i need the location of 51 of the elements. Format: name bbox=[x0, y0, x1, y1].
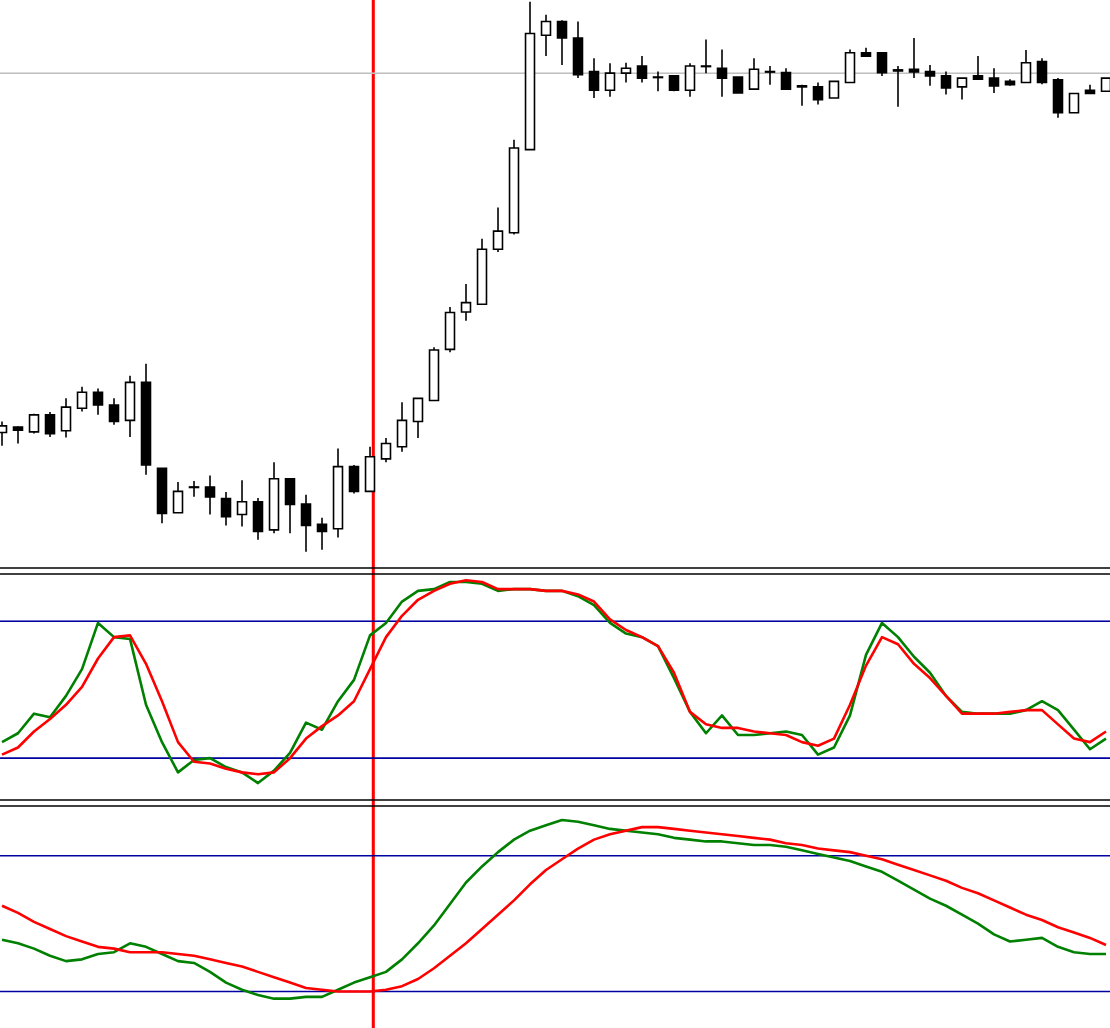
candlestick bbox=[364, 445, 376, 493]
candlestick bbox=[44, 411, 56, 438]
candlestick bbox=[220, 491, 232, 527]
candlestick bbox=[236, 479, 248, 528]
candlestick bbox=[604, 62, 616, 98]
candlestick bbox=[380, 437, 392, 463]
candlestick bbox=[940, 70, 952, 96]
candlestick bbox=[108, 397, 120, 426]
candlestick bbox=[620, 61, 632, 84]
candlestick bbox=[204, 474, 216, 516]
candlestick bbox=[684, 62, 696, 98]
candlestick bbox=[844, 48, 856, 84]
candlestick bbox=[300, 493, 312, 553]
candlestick bbox=[572, 20, 584, 79]
candlestick bbox=[460, 283, 472, 322]
candlestick bbox=[92, 387, 104, 416]
candlestick bbox=[444, 306, 456, 353]
candlestick bbox=[636, 55, 648, 84]
candlestick bbox=[396, 401, 408, 453]
candlestick bbox=[588, 57, 600, 99]
candlestick bbox=[1052, 77, 1064, 119]
candlestick bbox=[540, 14, 552, 57]
candlestick bbox=[284, 477, 296, 534]
candlestick bbox=[492, 206, 504, 253]
candlestick bbox=[764, 65, 776, 86]
candlestick bbox=[1020, 49, 1032, 84]
candlestick bbox=[892, 65, 904, 108]
candlestick bbox=[716, 48, 728, 98]
candlestick bbox=[124, 375, 136, 438]
candlestick bbox=[252, 497, 264, 541]
candlestick bbox=[348, 464, 360, 495]
candlestick bbox=[1068, 92, 1080, 114]
candlestick bbox=[956, 77, 968, 101]
candlestick bbox=[700, 38, 712, 74]
candlestick bbox=[780, 67, 792, 90]
candlestick bbox=[812, 81, 824, 106]
candlestick bbox=[556, 19, 568, 66]
candlestick bbox=[60, 397, 72, 439]
candlestick bbox=[188, 480, 200, 498]
candlestick bbox=[748, 57, 760, 90]
candlestick bbox=[76, 386, 88, 413]
candlestick bbox=[908, 37, 920, 79]
candlestick bbox=[924, 64, 936, 87]
candlestick bbox=[1036, 57, 1048, 85]
candlestick bbox=[652, 70, 664, 93]
candlestick bbox=[172, 481, 184, 514]
candlestick bbox=[876, 52, 888, 77]
candlestick bbox=[412, 397, 424, 439]
candlestick bbox=[988, 67, 1000, 94]
candlestick bbox=[156, 467, 168, 525]
candlestick bbox=[972, 55, 984, 81]
